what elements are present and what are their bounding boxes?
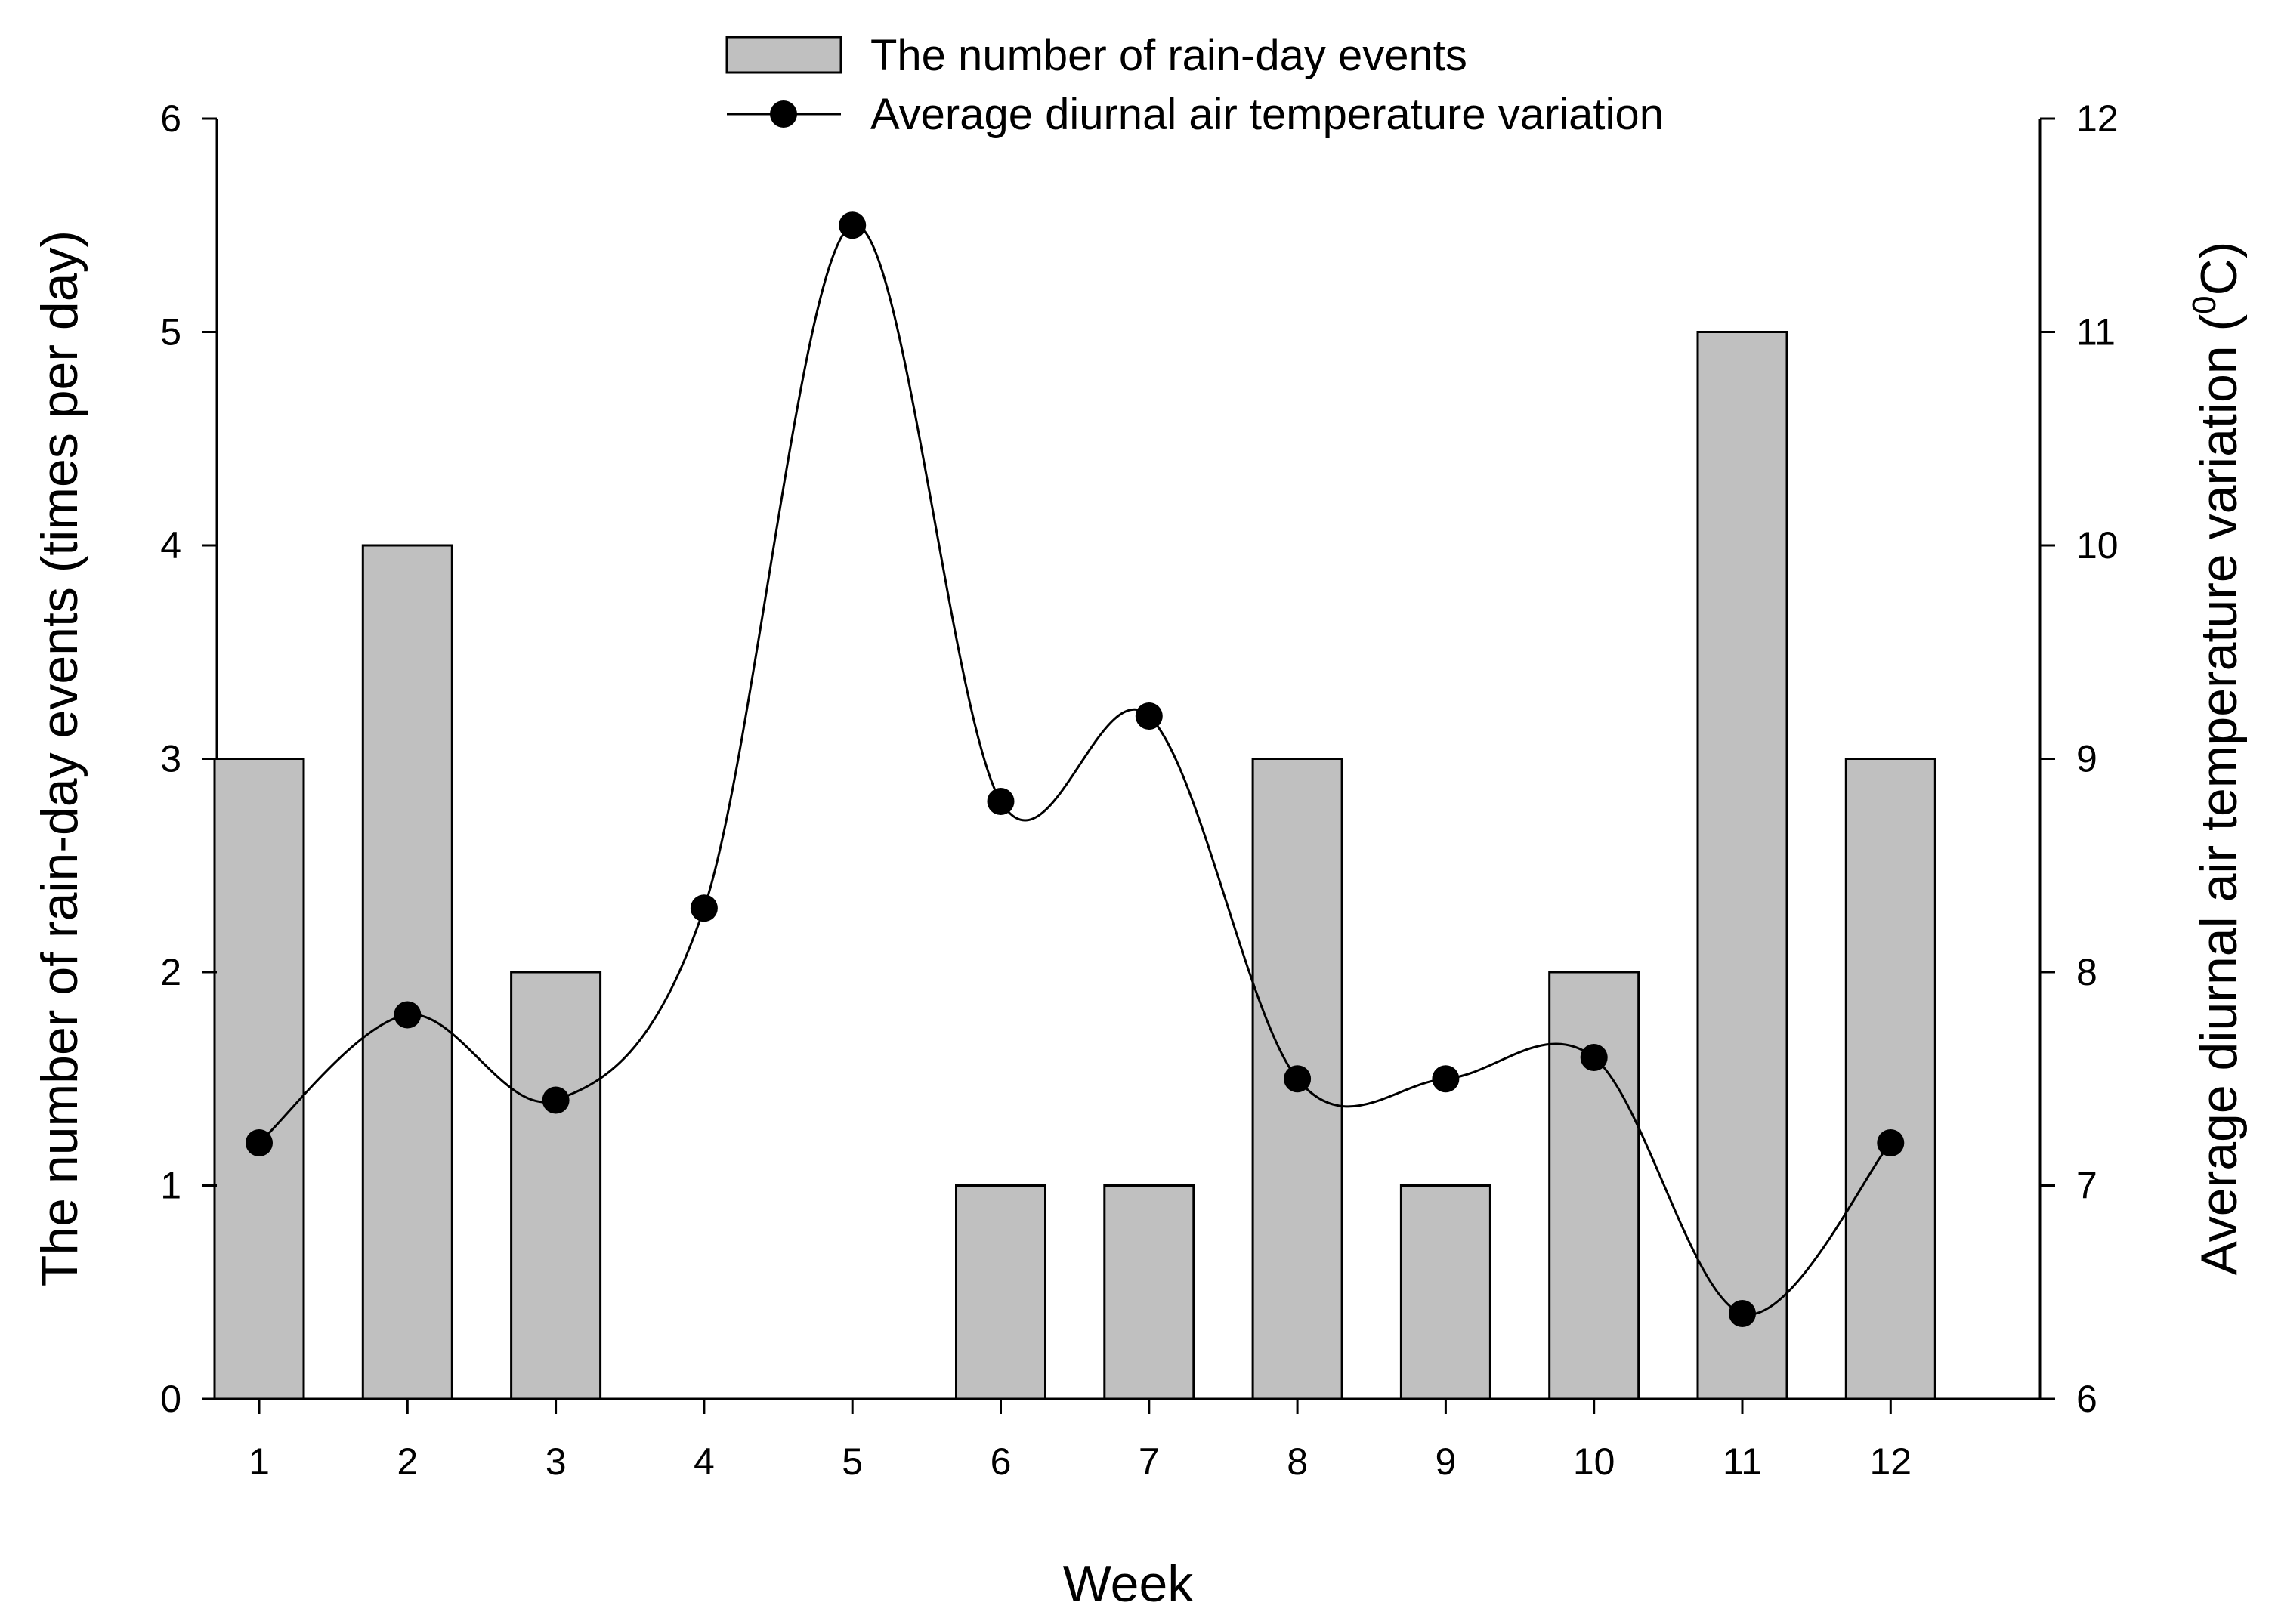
x-tick-label-6: 6 [991, 1440, 1012, 1483]
bar-week-11 [1696, 331, 1788, 1400]
bar-week-2 [361, 544, 453, 1400]
temperature-point-week-11 [1729, 1300, 1756, 1327]
left-tick-label-6: 6 [160, 97, 181, 140]
left-tick-label-5: 5 [160, 311, 181, 354]
temperature-point-week-3 [542, 1086, 570, 1114]
right-tick-label-12: 12 [2076, 97, 2119, 140]
legend-bar-swatch [725, 36, 842, 74]
temperature-point-week-8 [1284, 1065, 1312, 1093]
right-axis-ticks: 6 7 8 9 10 11 12 [2040, 97, 2119, 1420]
temperature-point-week-7 [1135, 702, 1163, 730]
left-tick-label-1: 1 [160, 1165, 181, 1207]
legend: The number of rain-day events Average di… [725, 31, 1664, 139]
bar-week-9 [1399, 1184, 1491, 1400]
bar-week-7 [1103, 1184, 1195, 1400]
bar-series [213, 331, 1936, 1400]
temperature-point-week-6 [987, 788, 1015, 815]
temperature-point-week-2 [394, 1001, 422, 1029]
temperature-point-week-12 [1877, 1129, 1905, 1156]
right-axis-title-superscript: 0 [2186, 295, 2223, 313]
right-tick-label-6: 6 [2076, 1378, 2097, 1420]
x-axis-ticks: 1 2 3 4 5 6 7 8 9 10 11 12 [249, 1399, 1912, 1483]
bar-week-6 [955, 1184, 1046, 1400]
right-tick-label-10: 10 [2076, 524, 2119, 567]
temperature-point-week-9 [1432, 1065, 1460, 1093]
legend-bar-label: The number of rain-day events [870, 31, 1467, 80]
point-series [246, 211, 1905, 1327]
x-tick-label-1: 1 [249, 1440, 270, 1483]
temperature-point-week-1 [246, 1129, 273, 1156]
line-series [258, 224, 1892, 1316]
left-tick-label-2: 2 [160, 951, 181, 993]
x-tick-label-8: 8 [1287, 1440, 1308, 1483]
temperature-point-week-10 [1580, 1044, 1608, 1071]
temperature-point-week-5 [839, 211, 867, 239]
bar-week-3 [510, 971, 602, 1400]
left-tick-label-3: 3 [160, 738, 181, 780]
right-tick-label-7: 7 [2076, 1165, 2097, 1207]
x-tick-label-7: 7 [1139, 1440, 1160, 1483]
right-axis-title-tail: C) [2190, 242, 2248, 296]
x-tick-label-4: 4 [694, 1440, 715, 1483]
bar-week-12 [1844, 758, 1936, 1400]
left-axis-ticks: 0 1 2 3 4 5 6 [160, 97, 217, 1420]
right-tick-label-9: 9 [2076, 738, 2097, 780]
bar-week-10 [1548, 971, 1640, 1400]
legend-line-marker [770, 100, 797, 128]
temperature-line [258, 224, 1892, 1316]
x-tick-label-9: 9 [1435, 1440, 1456, 1483]
bar-week-1 [213, 758, 305, 1400]
right-axis-title: Average diurnal air temperature variatio… [2186, 242, 2248, 1276]
temperature-point-week-4 [690, 894, 718, 922]
x-tick-label-3: 3 [546, 1440, 567, 1483]
left-tick-label-0: 0 [160, 1378, 181, 1420]
legend-line-label: Average diurnal air temperature variatio… [870, 90, 1664, 139]
x-tick-label-10: 10 [1573, 1440, 1615, 1483]
x-tick-label-5: 5 [842, 1440, 863, 1483]
right-tick-label-8: 8 [2076, 951, 2097, 993]
right-axis-title-main: Average diurnal air temperature variatio… [2190, 314, 2248, 1276]
x-tick-label-12: 12 [1869, 1440, 1912, 1483]
left-tick-label-4: 4 [160, 524, 181, 567]
x-axis-title: Week [1063, 1555, 1195, 1613]
left-axis-title: The number of rain-day events (times per… [31, 230, 88, 1286]
x-tick-label-2: 2 [397, 1440, 418, 1483]
right-tick-label-11: 11 [2076, 311, 2116, 354]
x-tick-label-11: 11 [1723, 1440, 1762, 1483]
